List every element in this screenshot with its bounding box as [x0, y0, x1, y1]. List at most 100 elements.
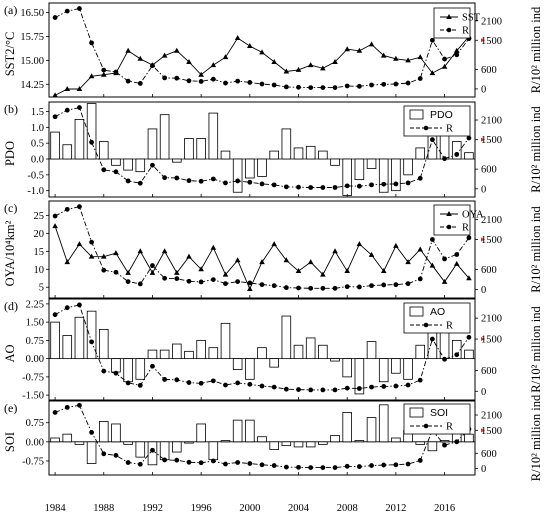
point-r — [210, 176, 216, 182]
point-oya — [405, 259, 411, 265]
bar-ao — [330, 358, 340, 362]
point-sst — [222, 54, 229, 60]
point-r — [210, 458, 216, 464]
bar-ao — [415, 344, 426, 360]
point-r — [356, 183, 362, 189]
point-oya — [186, 253, 192, 259]
point-r — [442, 156, 447, 162]
point-oya — [125, 269, 131, 275]
point-sst — [271, 58, 277, 64]
point-r — [405, 382, 411, 388]
point-r — [125, 178, 131, 184]
bar-ao — [86, 310, 97, 360]
point-r — [442, 442, 447, 448]
point-r — [344, 183, 350, 189]
point-r — [405, 281, 411, 287]
point-r — [52, 15, 58, 20]
point-sst — [344, 46, 350, 52]
point-r — [381, 181, 387, 187]
legend-label-soi: SOI — [430, 407, 448, 419]
point-r — [271, 182, 277, 188]
xtick-label: 2016 — [434, 503, 455, 514]
bar-soi — [439, 440, 450, 443]
point-oya — [368, 251, 375, 257]
point-sst — [174, 47, 180, 53]
axis-arrow-marker — [481, 428, 485, 433]
point-r — [283, 84, 289, 90]
plot-frame — [48, 2, 476, 98]
legend-label-r: R — [446, 124, 453, 135]
point-r — [259, 181, 265, 187]
legend-marker-r — [423, 423, 429, 429]
y2tick-label: 600 — [481, 265, 497, 276]
point-oya — [271, 241, 277, 247]
point-r — [320, 387, 326, 393]
point-r — [296, 387, 301, 392]
ytick-label: 5 — [39, 283, 44, 294]
point-oya — [52, 223, 58, 229]
ytick-label: 0.00 — [26, 354, 44, 365]
point-r — [137, 80, 143, 86]
point-r — [442, 256, 447, 262]
bar-pdo — [245, 158, 255, 179]
bar-pdo — [172, 158, 182, 163]
point-r — [235, 460, 241, 465]
point-oya — [149, 269, 156, 275]
point-r — [223, 461, 228, 467]
bar-ao — [245, 358, 255, 380]
y2tick-label: 0 — [481, 84, 486, 95]
bar-pdo — [184, 138, 194, 160]
point-sst — [380, 52, 387, 58]
point-r — [125, 460, 131, 465]
point-r — [52, 114, 58, 120]
point-r — [296, 84, 301, 90]
point-r — [137, 461, 143, 467]
legend-marker-r — [423, 322, 429, 328]
bar-pdo — [293, 147, 304, 160]
point-r — [101, 451, 107, 457]
y2tick-label: 2100 — [481, 215, 502, 226]
point-r — [223, 180, 228, 186]
bar-pdo — [62, 144, 73, 160]
panel-label: (b) — [4, 102, 18, 116]
point-r — [454, 252, 460, 257]
point-r — [369, 82, 374, 88]
ytick-label: 1.0 — [31, 123, 44, 134]
point-sst — [441, 63, 448, 69]
point-r — [369, 463, 374, 468]
point-r — [150, 447, 155, 453]
point-r — [381, 81, 387, 87]
bar-pdo — [111, 158, 121, 166]
y2tick-label: 1500 — [481, 335, 502, 346]
bar-pdo — [208, 112, 219, 160]
point-r — [308, 465, 314, 470]
point-r — [356, 83, 362, 89]
bar-ao — [305, 337, 316, 360]
bar-pdo — [98, 141, 109, 160]
point-r — [332, 185, 338, 190]
point-r — [259, 81, 265, 87]
point-r — [77, 402, 82, 408]
panel-label: (c) — [4, 201, 17, 215]
point-r — [235, 279, 241, 285]
point-r — [466, 135, 472, 141]
point-r — [223, 382, 228, 388]
point-sst — [125, 47, 131, 53]
bar-ao — [464, 349, 474, 360]
point-r — [320, 465, 326, 470]
point-oya — [64, 259, 71, 265]
panel-oya — [46, 200, 485, 299]
point-r — [150, 263, 155, 268]
bar-ao — [451, 339, 462, 360]
point-oya — [247, 286, 253, 292]
point-r — [405, 461, 411, 467]
bar-ao — [391, 358, 401, 374]
legend-marker-oya — [446, 211, 452, 216]
point-r — [332, 85, 338, 90]
bar-soi — [427, 441, 438, 452]
point-r — [430, 137, 435, 143]
point-oya — [453, 260, 460, 266]
y-axis-label: SST2/°C — [3, 32, 17, 77]
point-oya — [174, 269, 180, 275]
point-r — [344, 284, 350, 290]
